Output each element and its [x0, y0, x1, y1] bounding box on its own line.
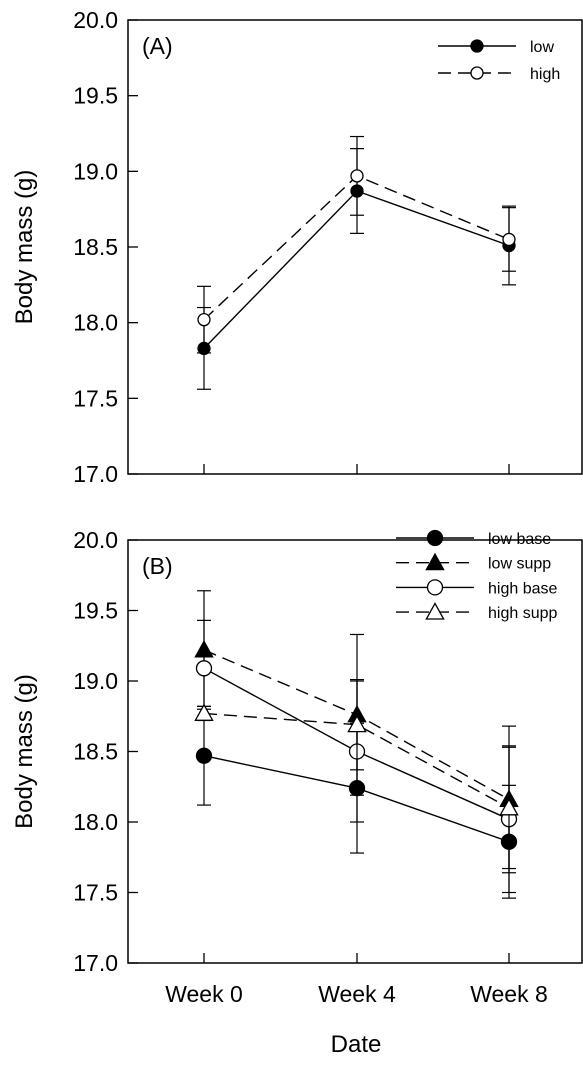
legend-marker [470, 39, 484, 53]
data-point [499, 797, 519, 816]
x-tick-label: Week 4 [318, 981, 396, 1007]
panel-b: 17.0 17.5 18.0 18.5 19.0 19.5 20.0 Week 0 Week 4… [11, 527, 583, 1007]
y-tick-label: 19.0 [73, 158, 118, 184]
x-axis-title: Date [331, 1031, 382, 1058]
legend-label: low [530, 39, 554, 56]
y-tick-label: 20.0 [73, 7, 118, 33]
series-line [203, 712, 510, 809]
legend-label: high [530, 66, 560, 83]
data-point [502, 232, 516, 247]
y-tick-label: 19.0 [73, 668, 118, 694]
data-point [195, 747, 213, 764]
legend-marker [426, 529, 444, 547]
y-tick-label: 17.5 [73, 880, 118, 906]
data-point [195, 660, 213, 677]
data-point [350, 169, 364, 183]
panel-a: 17.0 17.5 18.0 18.5 19.0 19.5 20.0 Body mass (g… [11, 7, 583, 487]
data-point [347, 714, 367, 733]
panel-label: (A) [142, 33, 173, 59]
legend-label: high supp [488, 605, 557, 622]
legend-label: low supp [488, 556, 551, 573]
y-tick-label: 18.5 [73, 739, 118, 765]
y-tick-label: 18.5 [73, 234, 118, 260]
y-axis-title: Body mass (g) [11, 674, 38, 829]
legend-marker [425, 602, 445, 620]
legend-label: low base [488, 531, 551, 548]
data-point [194, 703, 214, 721]
y-tick-label: 17.5 [73, 385, 118, 411]
x-tick-label: Week 0 [165, 981, 243, 1007]
legend-marker [425, 552, 445, 571]
y-tick-label: 17.0 [73, 461, 118, 487]
y-tick-label: 17.0 [73, 950, 118, 976]
legend-marker [470, 66, 484, 80]
legend-marker [426, 579, 444, 596]
y-tick-label: 18.0 [73, 310, 118, 336]
x-tick-label: Week 8 [470, 981, 548, 1007]
legend-label: high base [488, 580, 557, 597]
y-tick-label: 20.0 [73, 527, 118, 553]
data-point [197, 312, 211, 327]
panel-label: (B) [142, 553, 173, 579]
y-tick-label: 19.5 [73, 598, 118, 624]
y-tick-label: 19.5 [73, 83, 118, 109]
y-axis-title: Body mass (g) [11, 170, 38, 325]
y-tick-label: 18.0 [73, 809, 118, 835]
